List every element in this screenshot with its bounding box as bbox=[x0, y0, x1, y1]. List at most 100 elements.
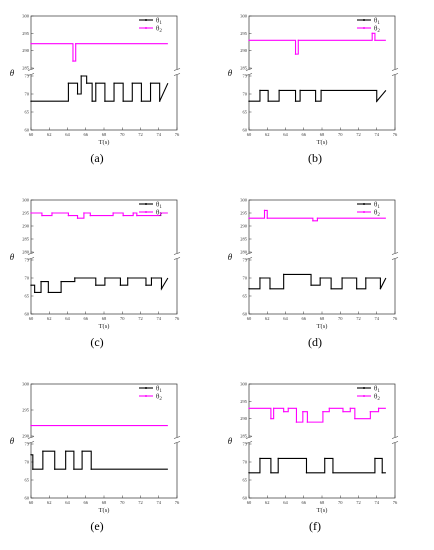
x-tick-label: 76 bbox=[393, 316, 398, 321]
data-point bbox=[248, 472, 250, 474]
legend-marker bbox=[363, 387, 365, 389]
y-tick-label: 300 bbox=[22, 382, 30, 387]
axis-break-mark bbox=[245, 257, 253, 260]
y-tick-label: 60 bbox=[25, 128, 30, 133]
data-point bbox=[89, 214, 92, 217]
data-point bbox=[302, 411, 304, 413]
panel-caption: (b) bbox=[308, 151, 322, 165]
series-line-θ1 bbox=[249, 457, 386, 474]
x-tick-label: 74 bbox=[157, 132, 162, 137]
legend-label: θ1 bbox=[156, 385, 162, 395]
chart-panel-a: 60 62 64 66 68 70 72 74 76 285 290 295 300 60 65 70 75 T(… bbox=[10, 14, 181, 165]
x-tick-label: 66 bbox=[302, 316, 307, 321]
axis-break-mark bbox=[391, 441, 399, 444]
data-point bbox=[30, 284, 32, 286]
chart-panel-d: 60 62 64 66 68 70 72 74 76 280 285 290 295 300 60 65 70 7… bbox=[228, 198, 399, 349]
y-axis-label: θ bbox=[228, 252, 233, 262]
x-tick-label: 76 bbox=[175, 132, 180, 137]
axis-break-mark bbox=[173, 73, 181, 76]
axis-break-mark bbox=[27, 68, 35, 71]
data-point bbox=[122, 100, 124, 102]
legend-label: θ1 bbox=[374, 201, 380, 211]
axis-break-mark bbox=[391, 68, 399, 71]
data-point bbox=[354, 417, 356, 420]
data-point bbox=[42, 450, 44, 452]
data-point bbox=[67, 214, 70, 217]
plot-frame bbox=[30, 15, 178, 131]
x-axis-label: T(s) bbox=[317, 323, 328, 330]
x-tick-label: 60 bbox=[247, 132, 252, 137]
x-tick-label: 74 bbox=[157, 316, 162, 321]
x-tick-label: 62 bbox=[265, 132, 270, 137]
data-point bbox=[248, 100, 250, 102]
y-tick-label: 295 bbox=[22, 211, 30, 216]
x-tick-label: 62 bbox=[265, 500, 270, 505]
y-axis-label: θ bbox=[228, 68, 233, 78]
y-tick-label: 60 bbox=[243, 128, 248, 133]
x-tick-label: 70 bbox=[338, 316, 343, 321]
series-line-θ1 bbox=[249, 89, 387, 103]
y-tick-label: 300 bbox=[240, 14, 248, 19]
data-point bbox=[30, 100, 32, 102]
data-point bbox=[377, 407, 380, 409]
data-point bbox=[294, 53, 297, 55]
data-point bbox=[259, 89, 261, 92]
x-tick-label: 76 bbox=[175, 316, 180, 321]
data-point bbox=[314, 100, 317, 102]
data-point bbox=[342, 411, 344, 413]
data-point bbox=[376, 100, 378, 102]
legend-label: θ2 bbox=[374, 209, 380, 219]
panel-caption: (f) bbox=[309, 519, 321, 533]
y-tick-label: 300 bbox=[22, 14, 30, 19]
x-tick-label: 66 bbox=[84, 132, 89, 137]
axis-break-mark bbox=[27, 436, 35, 439]
x-tick-label: 66 bbox=[84, 500, 89, 505]
legend-label: θ2 bbox=[374, 393, 380, 403]
panel-caption: (e) bbox=[90, 519, 103, 533]
data-point bbox=[266, 217, 268, 219]
data-point bbox=[145, 284, 147, 286]
data-point bbox=[73, 468, 75, 470]
x-tick-label: 74 bbox=[157, 500, 162, 505]
axis-break-mark bbox=[27, 252, 35, 255]
y-tick-label: 75 bbox=[25, 74, 30, 79]
data-point bbox=[33, 291, 36, 294]
series-line-θ2 bbox=[31, 43, 168, 62]
data-point bbox=[295, 421, 298, 423]
data-point bbox=[324, 457, 326, 460]
x-tick-label: 60 bbox=[29, 316, 34, 321]
x-tick-label: 76 bbox=[175, 500, 180, 505]
legend-label: θ2 bbox=[374, 25, 380, 35]
y-axis-label: θ bbox=[10, 68, 15, 78]
x-axis-label: T(s) bbox=[99, 507, 110, 514]
axis-break-mark bbox=[173, 68, 181, 71]
y-tick-label: 75 bbox=[243, 74, 248, 79]
series-line-θ1 bbox=[31, 75, 169, 102]
data-point bbox=[322, 411, 324, 413]
plot-frame bbox=[248, 199, 396, 315]
x-tick-label: 72 bbox=[356, 316, 361, 321]
legend-marker bbox=[145, 203, 147, 205]
data-point bbox=[310, 284, 312, 286]
x-tick-label: 68 bbox=[102, 132, 107, 137]
data-point bbox=[72, 60, 74, 62]
x-tick-label: 72 bbox=[138, 132, 143, 137]
legend-label: θ2 bbox=[156, 25, 162, 35]
data-point bbox=[259, 277, 261, 279]
data-point bbox=[371, 32, 373, 35]
plot-frame bbox=[248, 383, 396, 499]
data-point bbox=[81, 450, 83, 452]
data-point bbox=[294, 100, 297, 102]
x-tick-label: 70 bbox=[338, 500, 343, 505]
axis-break-gap bbox=[392, 437, 398, 443]
series-line-θ2 bbox=[249, 209, 386, 222]
data-point bbox=[30, 43, 32, 45]
data-point bbox=[328, 407, 330, 409]
legend-marker bbox=[363, 395, 365, 397]
axis-break-mark bbox=[27, 441, 35, 444]
axis-break-gap bbox=[246, 253, 252, 259]
legend-label: θ1 bbox=[374, 385, 380, 395]
x-tick-label: 60 bbox=[247, 500, 252, 505]
x-tick-label: 60 bbox=[247, 316, 252, 321]
axis-break-mark bbox=[391, 252, 399, 255]
